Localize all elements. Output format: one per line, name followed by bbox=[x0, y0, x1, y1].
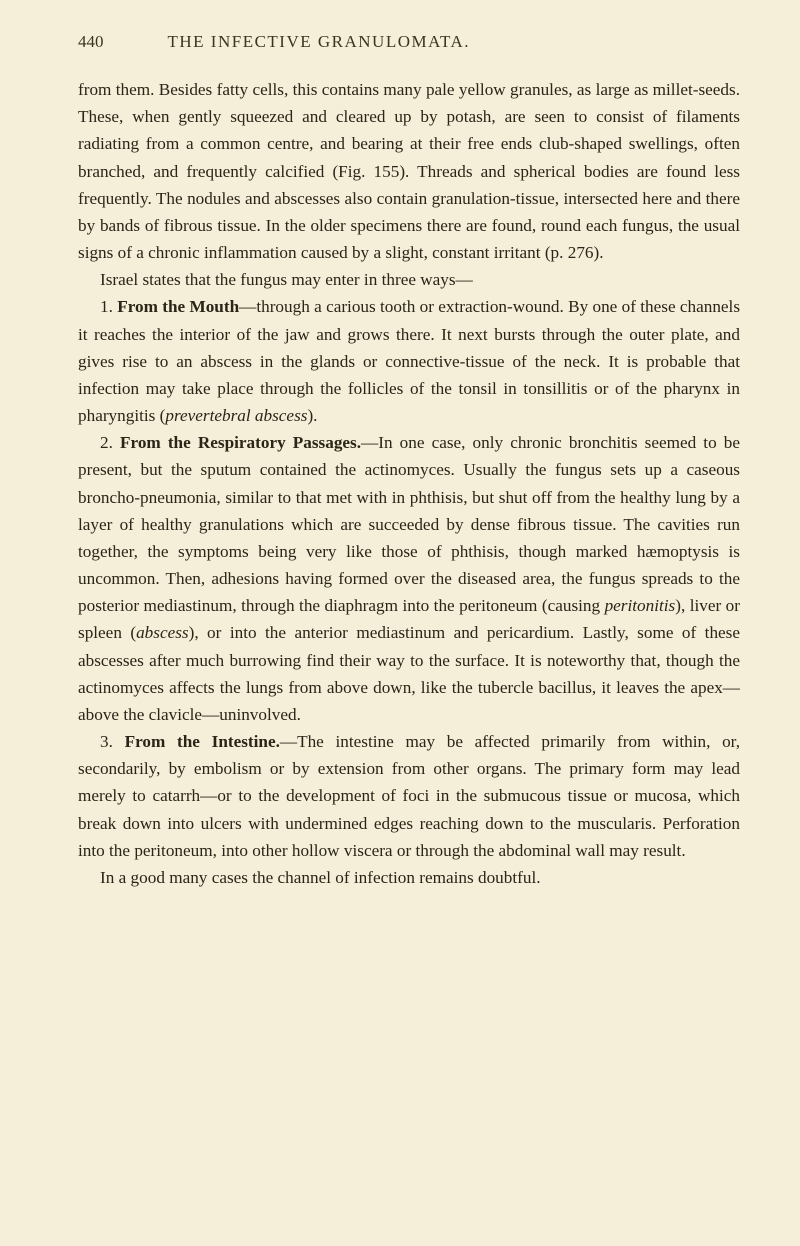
paragraph-6: In a good many cases the channel of infe… bbox=[78, 864, 740, 891]
paragraph-5: 3. From the Intestine.—The intestine may… bbox=[78, 728, 740, 864]
page-title: THE INFECTIVE GRANULOMATA. bbox=[168, 32, 471, 52]
text-span: —In one case, only chronic bronchitis se… bbox=[78, 433, 740, 615]
text-span: from them. Besides fatty cells, this con… bbox=[78, 80, 740, 262]
bold-heading: From the Respiratory Passages. bbox=[120, 433, 361, 452]
body-text: from them. Besides fatty cells, this con… bbox=[78, 76, 740, 891]
list-number: 1. bbox=[100, 297, 117, 316]
paragraph-3: 1. From the Mouth—through a carious toot… bbox=[78, 293, 740, 429]
bold-heading: From the Intestine. bbox=[125, 732, 280, 751]
paragraph-4: 2. From the Respiratory Passages.—In one… bbox=[78, 429, 740, 728]
italic-term: abscess bbox=[136, 623, 189, 642]
text-span: Israel states that the fungus may enter … bbox=[100, 270, 473, 289]
text-span: In a good many cases the channel of infe… bbox=[100, 868, 541, 887]
page-number: 440 bbox=[78, 32, 104, 52]
page-header: 440 THE INFECTIVE GRANULOMATA. bbox=[78, 32, 740, 52]
italic-term: peritonitis bbox=[605, 596, 676, 615]
text-span: —The intestine may be affected primarily… bbox=[78, 732, 740, 860]
list-number: 2. bbox=[100, 433, 120, 452]
italic-term: prevertebral abscess bbox=[165, 406, 307, 425]
bold-heading: From the Mouth bbox=[117, 297, 239, 316]
text-span: ). bbox=[307, 406, 317, 425]
list-number: 3. bbox=[100, 732, 125, 751]
paragraph-2: Israel states that the fungus may enter … bbox=[78, 266, 740, 293]
paragraph-1: from them. Besides fatty cells, this con… bbox=[78, 76, 740, 266]
